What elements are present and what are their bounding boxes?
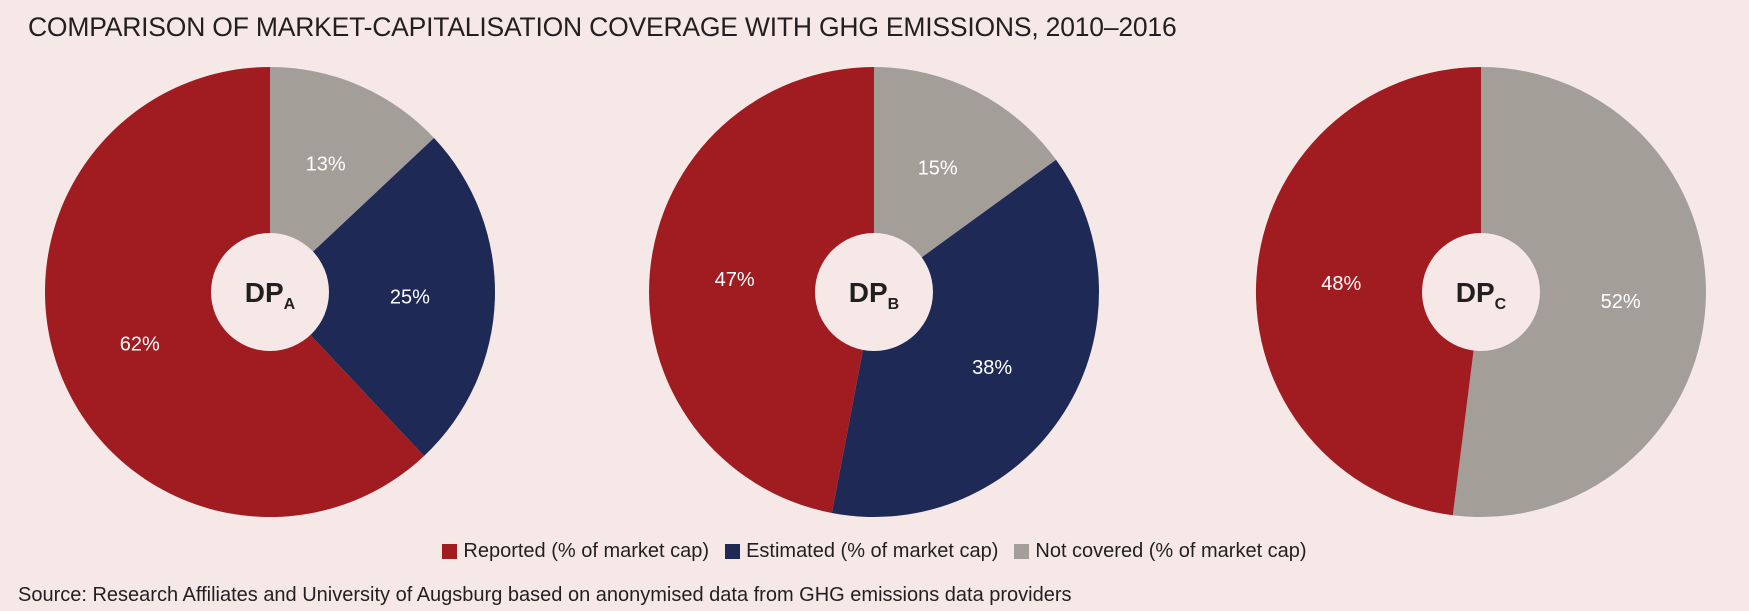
pie-b-label-not-covered: 15% [918,157,958,179]
pie-a-label-estimated: 25% [390,286,430,308]
legend-swatch-not-covered [1014,544,1030,559]
pie-c-slice-not-covered [1452,67,1706,517]
legend-label-not-covered: Not covered (% of market cap) [1035,540,1307,562]
pie-a-center-label: DPA [245,277,296,313]
pie-a-label-not-covered: 13% [306,154,346,176]
pie-a-slice-not-covered [270,67,435,292]
pie-a-center-hole [211,233,329,351]
pie-b-slice-not-covered [874,67,1057,292]
pie-a-slice-estimated [270,137,495,457]
pie-a-label-reported: 62% [120,334,160,356]
source-note: Source: Research Affiliates and Universi… [18,584,1072,606]
pie-b-label-estimated: 38% [972,357,1012,379]
pie-b-slice-estimated [831,159,1099,517]
pie-c-slice-reported [1255,66,1481,516]
chart-title: COMPARISON OF MARKET-CAPITALISATION COVE… [28,12,1177,42]
pie-b-slice-reported [649,67,874,514]
legend-swatch-estimated [725,544,741,559]
legend-item-reported: Reported (% of market cap) [442,540,709,563]
legend-label-estimated: Estimated (% of market cap) [746,540,999,562]
pie-b-center-hole [815,233,933,351]
pie-c-center-label: DPC [1456,277,1507,313]
legend: Reported (% of market cap) Estimated (% … [0,540,1749,563]
pie-c-center-hole [1422,233,1540,351]
pie-c-label-reported: 48% [1321,273,1361,295]
legend-label-reported: Reported (% of market cap) [463,540,710,562]
legend-item-estimated: Estimated (% of market cap) [725,540,998,563]
legend-swatch-reported [442,544,458,559]
pie-b-center-label: DPB [849,277,899,313]
pie-b-label-reported: 47% [715,269,755,291]
pie-c-label-not-covered: 52% [1601,291,1641,313]
legend-item-not-covered: Not covered (% of market cap) [1014,540,1307,563]
